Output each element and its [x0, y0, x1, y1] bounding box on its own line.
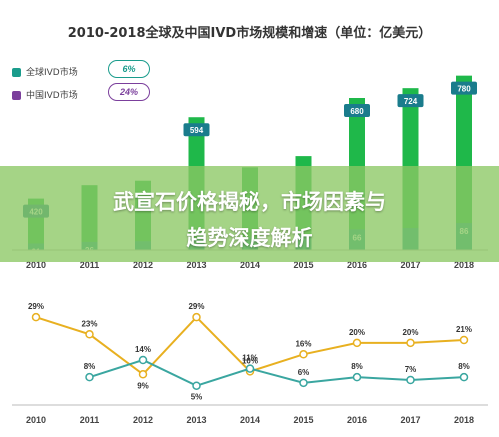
legend-swatch-china	[12, 91, 21, 100]
legend-pill-global: 6%	[108, 60, 150, 78]
point-global_growth-2015	[299, 350, 308, 359]
point-label-global_growth-2010: 29%	[28, 302, 44, 311]
line-tick-2011: 2011	[80, 415, 100, 425]
legend-item-global: 全球IVD市场	[12, 65, 78, 78]
point-china_growth-2012	[138, 355, 148, 365]
bar-tick-2014: 2014	[240, 260, 260, 270]
bar-tick-2012: 2012	[133, 260, 153, 270]
bar-tick-2013: 2013	[186, 260, 206, 270]
point-label-china_growth-2017: 7%	[405, 365, 417, 374]
legend-swatch-global	[12, 68, 21, 77]
legend-item-china: 中国IVD市场	[12, 88, 78, 101]
point-global_growth-2011	[85, 330, 94, 339]
point-global_growth-2016	[352, 338, 362, 348]
line-tick-2016: 2016	[347, 415, 367, 425]
bar-label-box-global-2017	[397, 94, 424, 108]
point-china_growth-2018	[459, 372, 469, 382]
bar-tick-2015: 2015	[293, 260, 313, 270]
overlay-banner	[0, 166, 499, 262]
line-tick-2010: 2010	[26, 415, 46, 425]
point-global_growth-2013	[192, 312, 201, 322]
line-tick-2012: 2012	[133, 415, 153, 425]
line-series-china_growth	[89, 358, 465, 387]
point-china_growth-2011	[85, 372, 94, 382]
point-label-global_growth-2011: 23%	[81, 319, 97, 328]
point-label-global_growth-2013: 29%	[188, 302, 204, 311]
line-tick-2015: 2015	[293, 415, 313, 425]
point-global_growth-2010	[31, 312, 41, 322]
point-label-china_growth-2011: 8%	[84, 362, 96, 371]
bar-label-box-global-2016	[344, 104, 370, 117]
point-global_growth-2012	[138, 370, 148, 379]
point-label-china_growth-2018: 8%	[458, 362, 470, 371]
point-label-china_growth-2015: 6%	[298, 368, 310, 377]
legend-label-china: 中国IVD市场	[26, 91, 78, 101]
bar-tick-2017: 2017	[400, 260, 420, 270]
point-label-china_growth-2012: 14%	[135, 345, 151, 354]
point-china_growth-2013	[192, 381, 201, 390]
point-china_growth-2017	[406, 375, 415, 385]
point-label-global_growth-2012: 9%	[137, 381, 149, 390]
point-global_growth-2018	[459, 335, 469, 345]
bar-tick-2011: 2011	[80, 260, 100, 270]
point-label-global_growth-2017: 20%	[402, 328, 418, 337]
point-label-global_growth-2015: 16%	[295, 339, 311, 348]
point-label-china_growth-2013: 5%	[191, 393, 203, 402]
line-tick-2017: 2017	[400, 415, 420, 425]
bar-tick-2018: 2018	[454, 260, 474, 270]
banner-line-1: 武宣石价格揭秘，市场因素与	[113, 190, 386, 214]
bar-label-box-global-2013	[183, 123, 210, 137]
bar-label-global-2013: 594	[190, 126, 204, 135]
bar-label-global-2018: 780	[457, 85, 471, 94]
point-label-china_growth-2016: 8%	[351, 362, 363, 371]
line-tick-2018: 2018	[454, 415, 474, 425]
line-tick-2013: 2013	[186, 415, 206, 425]
point-label-global_growth-2014: 10%	[242, 356, 258, 365]
point-china_growth-2016	[352, 372, 362, 382]
legend-pill-china: 24%	[108, 83, 150, 101]
point-global_growth-2017	[406, 338, 415, 348]
point-china_growth-2015	[299, 378, 308, 388]
bar-label-global-2017: 724	[404, 97, 418, 106]
chart-title: 2010-2018全球及中国IVD市场规模和增速（单位：亿美元）	[67, 26, 432, 41]
legend-label-global: 全球IVD市场	[26, 68, 78, 78]
bar-tick-2010: 2010	[26, 260, 46, 270]
point-label-global_growth-2018: 21%	[456, 325, 472, 334]
bar-label-global-2016: 680	[350, 107, 364, 116]
banner-line-2: 趋势深度解析	[186, 226, 313, 250]
bar-label-box-global-2018	[451, 81, 477, 95]
line-tick-2014: 2014	[240, 415, 260, 425]
point-label-global_growth-2016: 20%	[349, 328, 365, 337]
bar-tick-2016: 2016	[347, 260, 367, 270]
point-label-china_growth-2014: 11%	[242, 354, 258, 363]
point-china_growth-2014	[245, 364, 255, 373]
